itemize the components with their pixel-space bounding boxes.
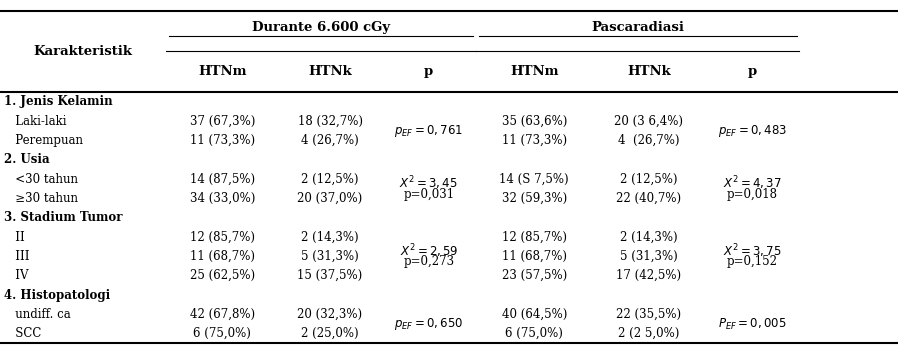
Text: 35 (63,6%): 35 (63,6%) xyxy=(502,115,567,127)
Text: 2. Usia: 2. Usia xyxy=(4,153,50,166)
Text: 25 (62,5%): 25 (62,5%) xyxy=(189,269,255,282)
Text: $X^2=3,45$: $X^2=3,45$ xyxy=(400,175,458,192)
Text: 3. Stadium Tumor: 3. Stadium Tumor xyxy=(4,211,123,224)
Text: 20 (32,3%): 20 (32,3%) xyxy=(297,308,363,321)
Text: 2 (12,5%): 2 (12,5%) xyxy=(301,172,359,185)
Text: 5 (31,3%): 5 (31,3%) xyxy=(301,250,359,263)
Text: $P_{EF}=0,005$: $P_{EF}=0,005$ xyxy=(718,316,787,332)
Text: 11 (68,7%): 11 (68,7%) xyxy=(502,250,567,263)
Text: $X^2=2,59$: $X^2=2,59$ xyxy=(400,242,458,260)
Text: 2 (25,0%): 2 (25,0%) xyxy=(301,327,359,340)
Text: p=0,152: p=0,152 xyxy=(726,255,778,268)
Text: Durante 6.600 cGy: Durante 6.600 cGy xyxy=(252,21,390,34)
Text: HTNm: HTNm xyxy=(198,65,247,78)
Text: 2 (2 5,0%): 2 (2 5,0%) xyxy=(618,327,680,340)
Text: p=0,018: p=0,018 xyxy=(726,188,778,201)
Text: ≥30 tahun: ≥30 tahun xyxy=(4,192,78,205)
Text: 6 (75,0%): 6 (75,0%) xyxy=(193,327,251,340)
Text: 6 (75,0%): 6 (75,0%) xyxy=(506,327,563,340)
Text: $X^2=4,37$: $X^2=4,37$ xyxy=(723,175,781,192)
Text: 23 (57,5%): 23 (57,5%) xyxy=(502,269,567,282)
Text: undiff. ca: undiff. ca xyxy=(4,308,71,321)
Text: 4  (26,7%): 4 (26,7%) xyxy=(618,134,680,147)
Text: 2 (14,3%): 2 (14,3%) xyxy=(301,230,359,244)
Text: 12 (85,7%): 12 (85,7%) xyxy=(502,230,567,244)
Text: HTNk: HTNk xyxy=(627,65,671,78)
Text: 4. Histopatologi: 4. Histopatologi xyxy=(4,289,110,302)
Text: Laki-laki: Laki-laki xyxy=(4,115,67,127)
Text: II: II xyxy=(4,230,25,244)
Text: HTNk: HTNk xyxy=(308,65,352,78)
Text: 14 (87,5%): 14 (87,5%) xyxy=(189,172,255,185)
Text: 5 (31,3%): 5 (31,3%) xyxy=(620,250,678,263)
Text: 20 (3 6,4%): 20 (3 6,4%) xyxy=(614,115,683,127)
Text: 17 (42,5%): 17 (42,5%) xyxy=(616,269,682,282)
Text: 11 (73,3%): 11 (73,3%) xyxy=(502,134,567,147)
Text: $p_{EF}=0,483$: $p_{EF}=0,483$ xyxy=(718,123,787,139)
Text: Karakteristik: Karakteristik xyxy=(33,45,133,58)
Text: III: III xyxy=(4,250,30,263)
Text: 2 (12,5%): 2 (12,5%) xyxy=(620,172,678,185)
Text: p: p xyxy=(424,65,434,78)
Text: 11 (68,7%): 11 (68,7%) xyxy=(189,250,255,263)
Text: Perempuan: Perempuan xyxy=(4,134,84,147)
Text: 32 (59,3%): 32 (59,3%) xyxy=(502,192,567,205)
Text: $p_{EF}=0,761$: $p_{EF}=0,761$ xyxy=(394,123,463,139)
Text: 15 (37,5%): 15 (37,5%) xyxy=(297,269,363,282)
Text: 22 (40,7%): 22 (40,7%) xyxy=(616,192,682,205)
Text: 37 (67,3%): 37 (67,3%) xyxy=(189,115,255,127)
Text: 34 (33,0%): 34 (33,0%) xyxy=(189,192,255,205)
Text: <30 tahun: <30 tahun xyxy=(4,172,78,185)
Text: SCC: SCC xyxy=(4,327,42,340)
Text: $p_{EF}=0,650$: $p_{EF}=0,650$ xyxy=(394,316,463,332)
Text: Pascaradiasi: Pascaradiasi xyxy=(591,21,684,34)
Text: 14 (S 7,5%): 14 (S 7,5%) xyxy=(499,172,569,185)
Text: 22 (35,5%): 22 (35,5%) xyxy=(616,308,682,321)
Text: 12 (85,7%): 12 (85,7%) xyxy=(189,230,255,244)
Text: IV: IV xyxy=(4,269,29,282)
Text: p=0,273: p=0,273 xyxy=(403,255,454,268)
Text: 2 (14,3%): 2 (14,3%) xyxy=(620,230,678,244)
Text: $X^2=3,75$: $X^2=3,75$ xyxy=(723,242,781,260)
Text: 40 (64,5%): 40 (64,5%) xyxy=(502,308,567,321)
Text: 11 (73,3%): 11 (73,3%) xyxy=(189,134,255,147)
Text: 18 (32,7%): 18 (32,7%) xyxy=(297,115,363,127)
Text: 1. Jenis Kelamin: 1. Jenis Kelamin xyxy=(4,95,113,108)
Text: HTNm: HTNm xyxy=(510,65,559,78)
Text: 4 (26,7%): 4 (26,7%) xyxy=(301,134,359,147)
Text: p: p xyxy=(747,65,757,78)
Text: p=0,031: p=0,031 xyxy=(403,188,454,201)
Text: 20 (37,0%): 20 (37,0%) xyxy=(297,192,363,205)
Text: 42 (67,8%): 42 (67,8%) xyxy=(189,308,255,321)
